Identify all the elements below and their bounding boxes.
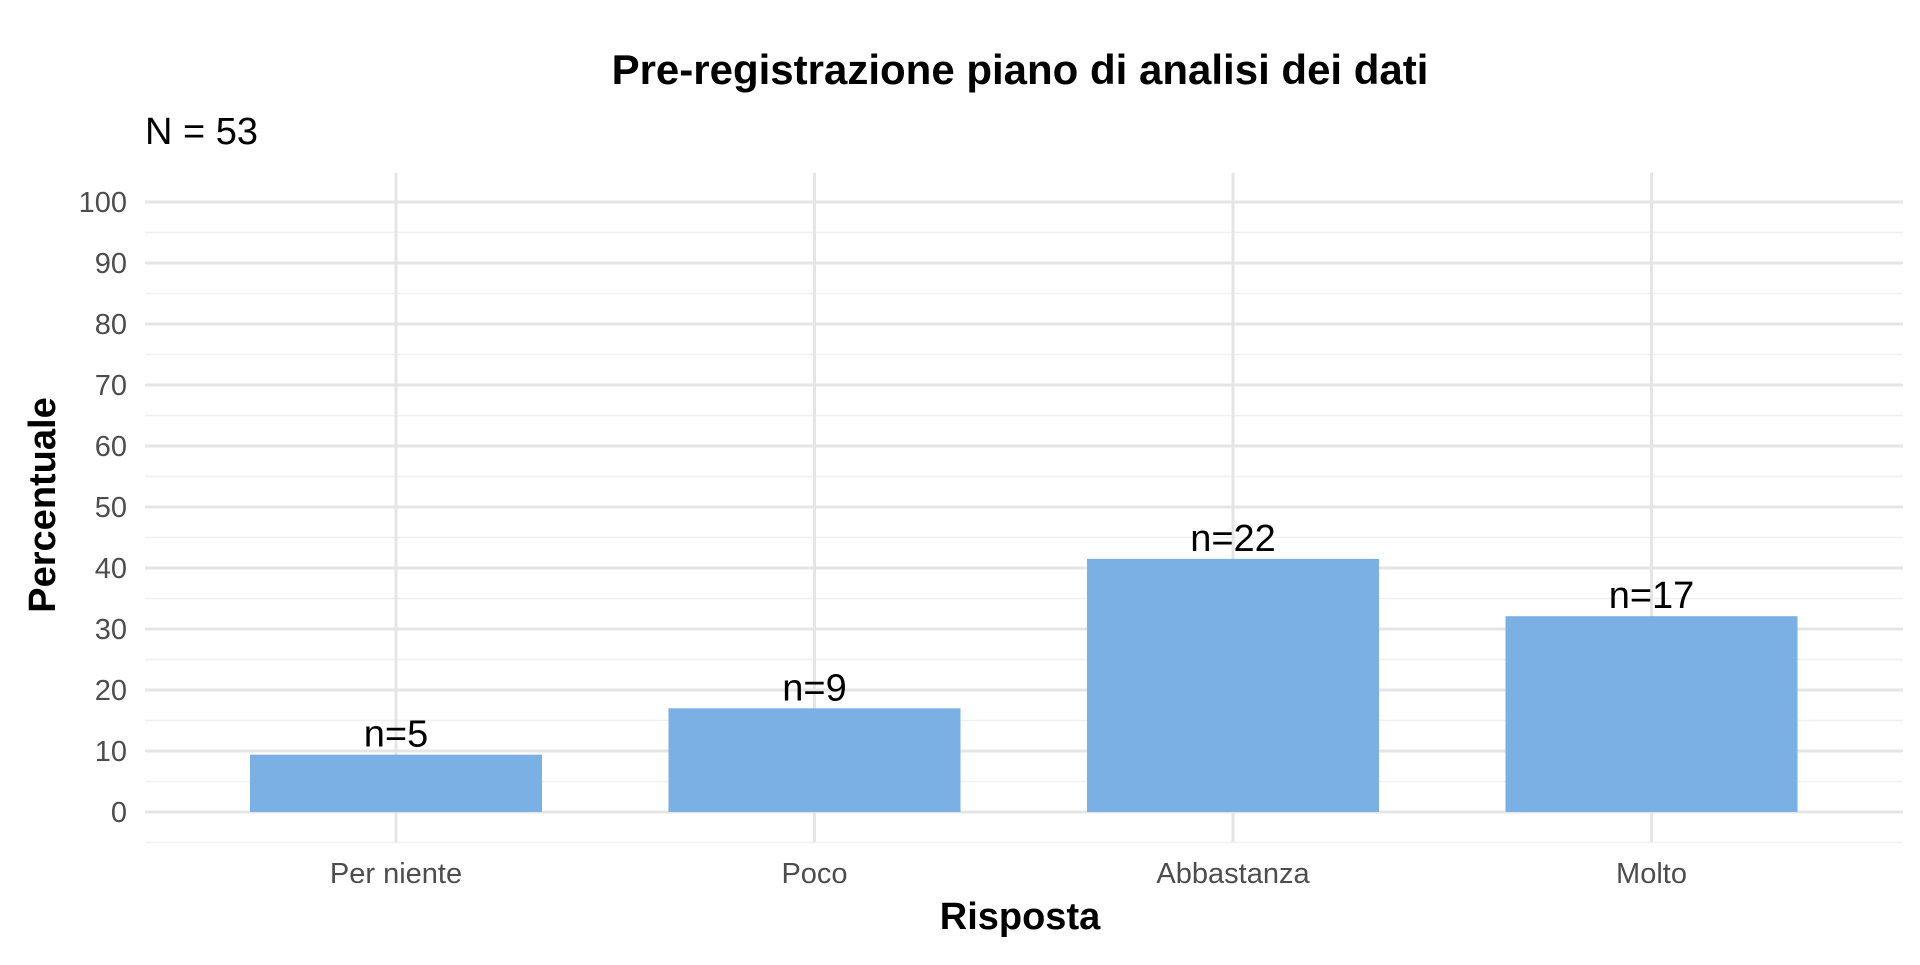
- y-tick-label: 100: [79, 187, 127, 219]
- y-tick-label: 50: [95, 492, 127, 524]
- y-tick-label: 20: [95, 675, 127, 707]
- chart-title: Pre-registrazione piano di analisi dei d…: [612, 46, 1429, 93]
- y-tick-label: 90: [95, 248, 127, 280]
- x-tick-label: Per niente: [330, 858, 462, 890]
- y-tick-label: 70: [95, 370, 127, 402]
- y-tick-label: 10: [95, 736, 127, 768]
- x-axis-title: Risposta: [940, 896, 1101, 938]
- data-label: n=22: [1190, 518, 1276, 560]
- x-tick-label: Abbastanza: [1156, 858, 1310, 890]
- data-label: n=9: [782, 667, 846, 709]
- bar: [1505, 616, 1798, 812]
- y-tick-label: 40: [95, 553, 127, 585]
- data-label: n=17: [1609, 575, 1695, 617]
- bar: [1087, 558, 1379, 812]
- bar-layer: [250, 558, 1798, 812]
- y-tick-label: 60: [95, 431, 127, 463]
- data-label-layer: n=5 n=9 n=22 n=17: [364, 518, 1695, 756]
- x-tick-label: Poco: [781, 858, 847, 890]
- y-tick-label: 30: [95, 614, 127, 646]
- x-tick-label: Molto: [1616, 858, 1687, 890]
- y-tick-label: 80: [95, 309, 127, 341]
- chart-subtitle: N = 53: [145, 111, 258, 153]
- y-axis-title: Percentuale: [22, 397, 64, 612]
- tick-layer: 0 10 20 30 40 50 60 70 80 90 100 Per niente Poco Abba…: [79, 187, 1687, 890]
- y-tick-label: 0: [111, 797, 127, 829]
- data-label: n=5: [364, 714, 428, 756]
- bar: [668, 708, 961, 812]
- bar: [250, 754, 542, 812]
